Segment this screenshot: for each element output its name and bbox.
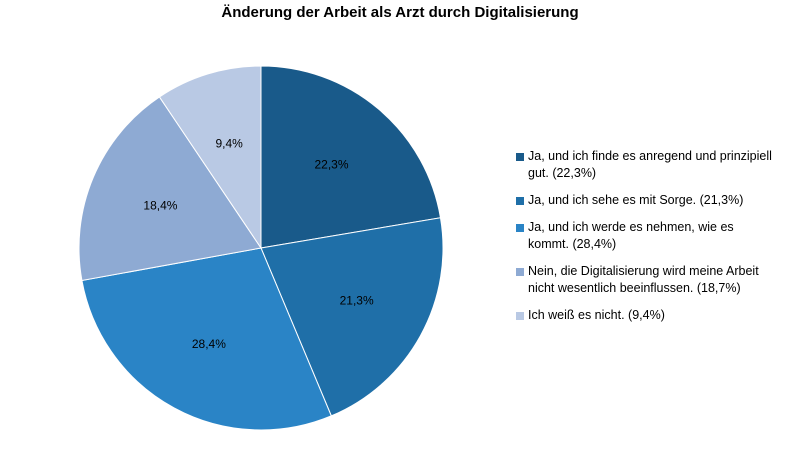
pie-slice-1	[260, 65, 442, 249]
legend-swatch	[516, 197, 524, 205]
legend-item-3: Ja, und ich werde es nehmen, wie es komm…	[516, 219, 776, 253]
legend-item-1: Ja, und ich finde es anregend und prinzi…	[516, 148, 776, 182]
legend-swatch	[516, 268, 524, 276]
slice-label-3: 28,4%	[192, 337, 226, 351]
legend-item-2: Ja, und ich sehe es mit Sorge. (21,3%)	[516, 192, 776, 209]
slice-label-4: 18,4%	[143, 198, 177, 212]
slice-label-5: 9,4%	[215, 137, 243, 151]
pie-slice-4	[78, 96, 262, 282]
legend-swatch	[516, 153, 524, 161]
legend-swatch	[516, 312, 524, 320]
legend-swatch	[516, 224, 524, 232]
legend-label: Ja, und ich sehe es mit Sorge. (21,3%)	[528, 193, 744, 207]
legend-label: Ich weiß es nicht. (9,4%)	[528, 308, 665, 322]
pie-slice-3	[81, 247, 332, 431]
legend-item-5: Ich weiß es nicht. (9,4%)	[516, 307, 776, 324]
slice-label-2: 21,3%	[340, 294, 374, 308]
legend-label: Ja, und ich werde es nehmen, wie es komm…	[528, 220, 734, 251]
legend-label: Nein, die Digitalisierung wird meine Arb…	[528, 264, 759, 295]
legend: Ja, und ich finde es anregend und prinzi…	[516, 148, 776, 334]
pie-slice-5	[158, 65, 262, 250]
chart-title: Änderung der Arbeit als Arzt durch Digit…	[221, 4, 579, 21]
legend-item-4: Nein, die Digitalisierung wird meine Arb…	[516, 263, 776, 297]
slice-label-1: 22,3%	[314, 158, 348, 172]
legend-label: Ja, und ich finde es anregend und prinzi…	[528, 149, 772, 180]
pie-slice-2	[260, 217, 444, 417]
